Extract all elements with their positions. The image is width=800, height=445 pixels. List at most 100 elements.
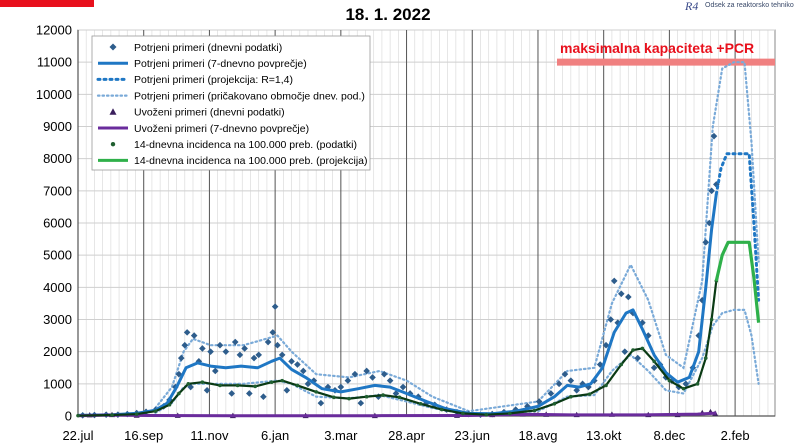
- incidence-point: [186, 382, 191, 386]
- daily-case-point: [203, 386, 211, 394]
- daily-case-point: [288, 358, 295, 365]
- daily-case-point: [211, 367, 219, 375]
- incidence-point: [640, 346, 645, 351]
- series-expected-range-lower: [154, 308, 760, 416]
- daily-case-point: [524, 403, 531, 410]
- incidence-point: [461, 411, 465, 416]
- daily-case-point: [392, 390, 400, 397]
- incidence-point: [652, 359, 656, 364]
- legend-entry: Potrjeni primeri (7-dnevno povprečje): [134, 58, 307, 70]
- daily-case-point: [705, 219, 713, 227]
- daily-case-point: [650, 364, 658, 372]
- y-tick-label: 5000: [43, 248, 72, 263]
- y-tick-label: 10000: [36, 87, 72, 102]
- daily-case-point: [294, 361, 301, 368]
- daily-case-point: [199, 345, 206, 352]
- daily-case-point: [625, 293, 632, 301]
- daily-case-point: [187, 383, 194, 391]
- daily-case-point: [386, 377, 394, 384]
- x-tick-label: 6.jan: [261, 428, 289, 443]
- daily-case-point: [344, 377, 352, 384]
- capacity-label: maksimalna kapaciteta +PCR: [560, 40, 754, 56]
- daily-case-point: [713, 181, 720, 188]
- legend-swatch-triangle: [109, 108, 117, 115]
- daily-case-point: [317, 399, 325, 407]
- daily-case-point: [250, 354, 258, 362]
- incidence-point: [532, 408, 537, 413]
- incidence-point: [397, 395, 402, 400]
- daily-case-point: [512, 406, 519, 413]
- daily-case-point: [283, 386, 291, 394]
- incidence-point: [153, 409, 158, 413]
- y-tick-label: 1000: [43, 376, 72, 391]
- daily-case-point: [177, 354, 185, 362]
- daily-case-point: [617, 290, 625, 298]
- daily-case-point: [380, 370, 388, 378]
- logo-org-name: Odsek za reaktorsko tehniko: [705, 2, 794, 9]
- legend-box: [91, 35, 371, 171]
- incidence-point: [695, 382, 700, 386]
- incidence-point: [134, 412, 139, 416]
- incidence-point: [418, 401, 423, 406]
- daily-case-point: [264, 338, 272, 346]
- daily-case-point: [269, 329, 277, 336]
- incidence-point: [619, 362, 624, 367]
- incidence-point: [631, 348, 635, 352]
- y-tick-label: 7000: [43, 183, 72, 198]
- x-tick-label: 18.avg: [518, 428, 557, 443]
- incidence-point: [667, 378, 672, 383]
- daily-case-point: [567, 377, 575, 384]
- daily-case-point: [246, 390, 253, 397]
- daily-case-point: [610, 277, 618, 285]
- legend-entry: Potrjeni primeri (projekcija: R=1,4): [134, 74, 293, 86]
- y-tick-label: 0: [65, 409, 72, 424]
- incidence-point: [587, 392, 592, 396]
- daily-case-point: [271, 303, 279, 310]
- daily-case-point: [255, 351, 263, 359]
- logo-mark: R4: [684, 0, 698, 13]
- daily-case-point: [357, 399, 365, 407]
- daily-case-point: [555, 380, 563, 388]
- x-tick-label: 22.jul: [62, 428, 93, 443]
- daily-case-point: [310, 377, 318, 384]
- red-corner-bar: [0, 0, 94, 7]
- x-tick-label: 13.okt: [586, 428, 622, 443]
- daily-case-point: [228, 390, 236, 397]
- daily-case-point: [324, 383, 332, 391]
- daily-case-point: [181, 341, 189, 349]
- legend-entry: Potrjeni primeri (pričakovano območje dn…: [134, 90, 365, 102]
- daily-case-point: [621, 348, 629, 355]
- x-tick-label: 8.dec: [653, 428, 685, 443]
- y-tick-label: 3000: [43, 312, 72, 327]
- incidence-point: [269, 380, 274, 385]
- incidence-point: [167, 402, 172, 407]
- daily-case-point: [698, 296, 706, 304]
- incidence-point: [200, 380, 205, 385]
- incidence-point: [314, 390, 319, 394]
- daily-case-point: [236, 351, 244, 359]
- daily-case-point: [399, 383, 407, 391]
- incidence-point: [295, 383, 300, 388]
- daily-case-point: [602, 341, 610, 349]
- incidence-point: [381, 393, 385, 397]
- daily-case-point: [369, 374, 376, 381]
- series-projection-r14: [714, 152, 761, 302]
- daily-case-point: [363, 367, 370, 375]
- daily-case-point: [260, 393, 267, 400]
- daily-case-point: [207, 348, 214, 355]
- incidence-point: [110, 413, 114, 417]
- y-tick-label: 8000: [43, 151, 72, 166]
- daily-case-point: [375, 393, 382, 400]
- x-tick-label: 16.sep: [124, 428, 163, 443]
- daily-case-point: [222, 348, 230, 355]
- incidence-point: [709, 317, 714, 322]
- x-tick-label: 11.nov: [190, 428, 229, 443]
- daily-case-point: [274, 341, 281, 349]
- incidence-point: [681, 386, 686, 391]
- daily-case-point: [708, 187, 715, 195]
- incidence-point: [364, 394, 369, 399]
- x-tick-label: 2.feb: [721, 428, 750, 443]
- legend-swatch-diamond: [109, 43, 117, 51]
- incidence-point: [235, 383, 240, 388]
